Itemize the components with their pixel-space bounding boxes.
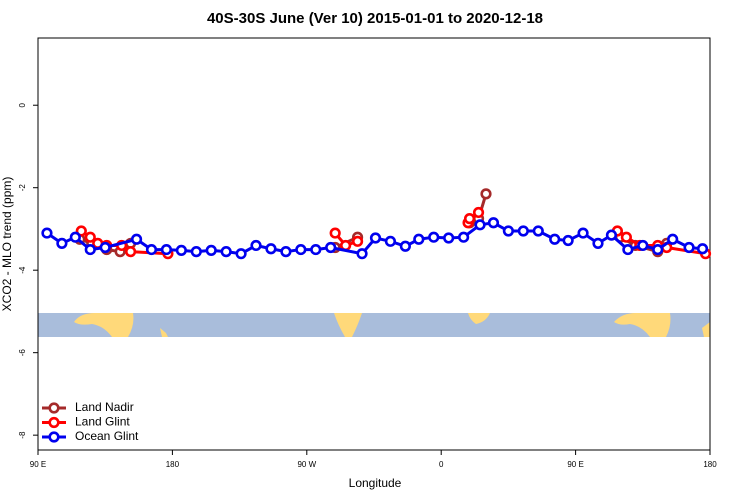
data-point bbox=[463, 213, 476, 225]
data-point bbox=[474, 219, 486, 231]
data-point bbox=[130, 233, 143, 245]
data-point bbox=[502, 225, 515, 237]
legend-label: Ocean Glint bbox=[75, 429, 139, 443]
x-tick-label: 180 bbox=[703, 460, 717, 469]
data-point bbox=[637, 239, 649, 252]
data-point bbox=[235, 248, 247, 260]
data-point bbox=[562, 234, 574, 247]
y-tick-label: -4 bbox=[18, 266, 27, 274]
data-point bbox=[69, 231, 81, 243]
data-point bbox=[532, 225, 544, 237]
data-point bbox=[620, 231, 632, 243]
legend-marker bbox=[48, 416, 60, 429]
data-point bbox=[329, 227, 341, 239]
data-point bbox=[652, 243, 664, 256]
data-point bbox=[592, 237, 604, 249]
x-tick-label: 90 E bbox=[567, 460, 583, 469]
data-point bbox=[265, 243, 277, 255]
data-point bbox=[356, 248, 368, 260]
data-point bbox=[99, 241, 111, 254]
legend-label: Land Glint bbox=[75, 415, 130, 429]
data-point bbox=[549, 233, 561, 245]
data-point bbox=[351, 235, 364, 247]
y-axis-label: XCO2 - MLO trend (ppm) bbox=[0, 177, 14, 312]
legend-marker bbox=[48, 402, 60, 414]
data-point bbox=[577, 227, 589, 239]
data-point bbox=[280, 246, 292, 258]
data-point bbox=[160, 243, 173, 256]
data-point bbox=[84, 243, 96, 256]
x-tick-label: 180 bbox=[166, 460, 180, 469]
data-point bbox=[205, 244, 217, 256]
data-point bbox=[369, 232, 382, 244]
data-point bbox=[683, 241, 695, 254]
plot-frame bbox=[37, 37, 711, 451]
data-point bbox=[325, 241, 337, 254]
data-point bbox=[443, 232, 455, 244]
y-tick-label: -2 bbox=[18, 184, 27, 192]
x-axis-label: Longitude bbox=[349, 476, 402, 490]
map-strip bbox=[38, 313, 710, 337]
data-point bbox=[458, 231, 470, 243]
data-point bbox=[667, 233, 679, 245]
data-point bbox=[517, 225, 529, 237]
data-point bbox=[220, 246, 232, 258]
data-point bbox=[124, 246, 137, 258]
data-point bbox=[480, 188, 492, 200]
data-point bbox=[175, 244, 187, 256]
data-point bbox=[472, 206, 485, 219]
data-point bbox=[84, 231, 96, 243]
data-point bbox=[56, 237, 68, 249]
data-point bbox=[190, 246, 202, 258]
data-point bbox=[428, 231, 440, 243]
data-point bbox=[487, 217, 500, 229]
x-tick-label: 0 bbox=[439, 460, 444, 469]
x-tick-label: 90 W bbox=[297, 460, 316, 469]
y-tick-label: -8 bbox=[18, 431, 27, 439]
data-point bbox=[413, 233, 425, 245]
data-point bbox=[399, 240, 411, 252]
data-point bbox=[145, 243, 158, 256]
x-tick-label: 90 E bbox=[30, 460, 46, 469]
chart-title: 40S-30S June (Ver 10) 2015-01-01 to 2020… bbox=[207, 10, 543, 27]
data-point bbox=[310, 243, 322, 256]
legend-label: Land Nadir bbox=[75, 400, 134, 414]
data-point bbox=[696, 243, 709, 255]
legend-marker bbox=[48, 431, 60, 443]
y-tick-label: -6 bbox=[18, 349, 27, 357]
y-tick-label: 0 bbox=[18, 102, 27, 107]
data-point bbox=[250, 239, 262, 252]
data-point bbox=[295, 243, 307, 256]
data-point bbox=[622, 243, 634, 256]
data-point bbox=[41, 227, 53, 239]
data-point bbox=[384, 235, 397, 247]
data-point bbox=[605, 229, 618, 241]
